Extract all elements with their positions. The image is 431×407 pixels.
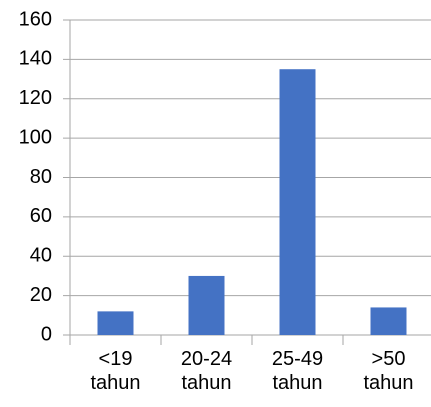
bar bbox=[279, 69, 316, 335]
y-tick-label: 60 bbox=[30, 205, 52, 227]
bar bbox=[370, 307, 407, 335]
y-tick-label: 20 bbox=[30, 284, 52, 306]
bar bbox=[97, 311, 134, 335]
y-tick-label: 0 bbox=[41, 323, 52, 345]
bar bbox=[188, 275, 225, 335]
y-tick-label: 120 bbox=[19, 87, 52, 109]
x-tick-label: 20-24 tahun bbox=[180, 348, 233, 394]
x-tick-label: >50 tahun bbox=[363, 348, 414, 394]
y-tick-label: 80 bbox=[30, 166, 52, 188]
y-tick-label: 100 bbox=[19, 126, 52, 148]
y-tick-label: 160 bbox=[19, 8, 52, 30]
y-tick-label: 140 bbox=[19, 48, 52, 70]
x-tick-label: <19 tahun bbox=[90, 348, 141, 394]
x-tick-label: 25-49 tahun bbox=[271, 348, 324, 394]
y-tick-label: 40 bbox=[30, 245, 52, 267]
